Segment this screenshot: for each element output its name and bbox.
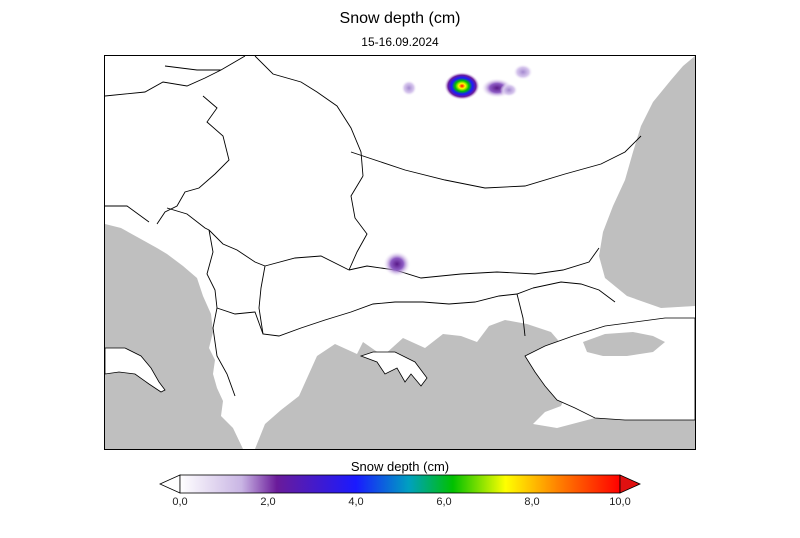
- map-area: [104, 55, 696, 450]
- legend-tick-label: 8,0: [524, 496, 540, 508]
- date-range: 15-16.09.2024: [361, 35, 439, 49]
- sea-black: [599, 56, 695, 308]
- legend-title: Snow depth (cm): [350, 459, 450, 474]
- map-svg: [105, 56, 695, 449]
- legend-tick-label: 2,0: [260, 496, 276, 508]
- map-title: Snow depth (cm): [339, 10, 461, 27]
- snow-spot-east-2: [513, 64, 533, 80]
- snow-spot-main: [444, 72, 480, 100]
- italy-heel: [105, 347, 166, 393]
- sea-aegean: [255, 320, 695, 449]
- legend-tick-label: 10,0: [609, 496, 631, 508]
- sea-adriatic: [105, 224, 243, 449]
- snow-depth-overlay: [383, 64, 533, 277]
- chalkidiki: [359, 351, 428, 387]
- legend-tick-label: 6,0: [436, 496, 452, 508]
- legend-gradient-bar: [179, 474, 621, 494]
- legend-colorbar: [159, 474, 641, 494]
- legend-under-arrow: [159, 474, 181, 494]
- snow-spot-west: [401, 80, 417, 96]
- legend-over-arrow: [619, 474, 641, 494]
- sea-marmara: [583, 332, 665, 356]
- snow-spot-east-3: [500, 83, 518, 97]
- legend-tick-label: 0,0: [172, 496, 188, 508]
- country-borders: [105, 56, 642, 397]
- snow-spot-south: [383, 251, 411, 277]
- legend-tick-label: 4,0: [348, 496, 364, 508]
